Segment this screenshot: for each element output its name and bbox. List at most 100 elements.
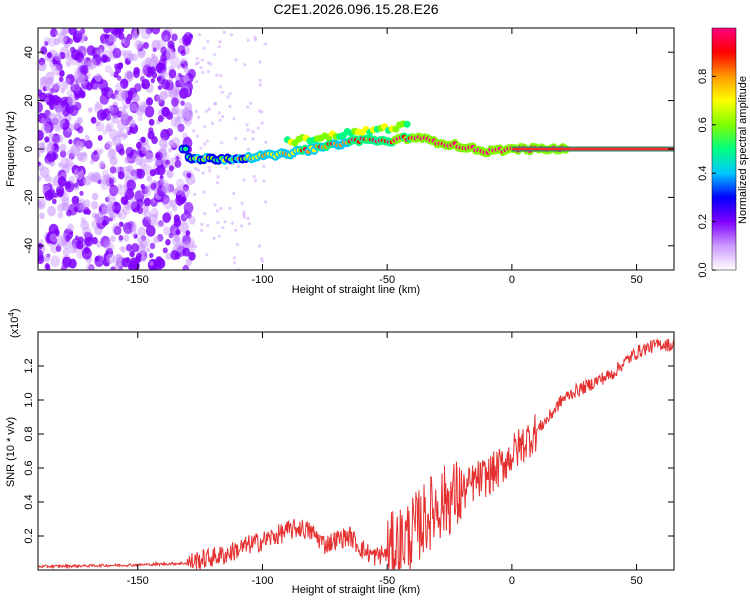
noise-dot [233, 261, 237, 265]
noise-blob [112, 47, 122, 59]
noise-blob [132, 34, 138, 41]
noise-blob [109, 184, 119, 197]
noise-blob [59, 143, 67, 152]
noise-blob [146, 247, 151, 253]
noise-blob [99, 202, 107, 210]
noise-blob [150, 78, 155, 84]
noise-blob [136, 244, 146, 256]
noise-dot [217, 234, 221, 238]
noise-blob [54, 113, 62, 123]
noise-blob [82, 226, 92, 238]
noise-blob [58, 116, 66, 125]
noise-dot [218, 85, 222, 89]
noise-blob [84, 139, 93, 150]
noise-blob [99, 148, 104, 154]
noise-blob [148, 118, 155, 126]
noise-blob [121, 38, 126, 44]
noise-blob [114, 82, 123, 93]
colorbar-ticks: 0.0 0.2 0.4 0.6 0.8 [697, 69, 716, 278]
noise-blob [96, 240, 102, 248]
noise-blob [39, 76, 48, 86]
noise-blob [160, 69, 169, 79]
noise-blob [58, 76, 64, 83]
noise-blob [44, 97, 50, 103]
noise-blob [76, 116, 83, 125]
noise-blob [159, 177, 165, 184]
noise-blob [100, 54, 108, 63]
noise-blob [71, 49, 80, 61]
noise-dot [253, 38, 258, 42]
noise-blob [183, 74, 190, 83]
snr-y-multiplier: (x104) [7, 308, 21, 338]
noise-dot [200, 222, 204, 226]
x-tick-label: -150 [127, 274, 149, 286]
noise-blob [57, 203, 65, 213]
noise-blob [158, 220, 164, 227]
noise-dot [194, 109, 198, 114]
noise-blob [87, 58, 97, 70]
noise-dot [207, 165, 211, 170]
noise-blob [151, 53, 156, 59]
noise-blob [140, 142, 151, 154]
noise-dot [229, 33, 234, 37]
noise-blob [131, 224, 137, 232]
noise-blob [39, 92, 47, 102]
noise-blob [73, 167, 84, 180]
noise-blob [151, 136, 158, 145]
noise-blob [107, 113, 112, 119]
spectrogram-x-ticks: -150 -100 -50 0 50 [127, 28, 643, 286]
noise-dot [203, 212, 207, 216]
noise-blob [163, 226, 171, 236]
noise-dot [232, 191, 236, 196]
noise-dot [195, 80, 199, 84]
y-tick-label: -40 [23, 238, 35, 254]
noise-blob [109, 166, 117, 174]
noise-dot [225, 166, 229, 170]
snr-frame [37, 331, 675, 571]
noise-blob [136, 168, 146, 179]
noise-blob [64, 78, 71, 85]
noise-blob [50, 255, 61, 268]
noise-blob [166, 128, 173, 137]
noise-blob [186, 172, 192, 179]
noise-blob [68, 28, 77, 36]
noise-blob [179, 58, 185, 65]
noise-blob [46, 142, 55, 154]
noise-blob [160, 46, 167, 55]
noise-blob [44, 263, 50, 269]
noise-blob [69, 105, 79, 117]
noise-blob [182, 264, 190, 270]
noise-blob [83, 175, 92, 186]
noise-blob [44, 136, 50, 143]
noise-blob [183, 241, 191, 250]
noise-blob [113, 71, 119, 78]
x-tick-label: -50 [379, 575, 395, 587]
noise-blob [162, 212, 171, 223]
noise-dot [205, 139, 209, 143]
noise-dot [253, 179, 258, 183]
noise-blob [103, 173, 111, 182]
noise-dot [246, 147, 250, 152]
noise-dot [263, 200, 268, 204]
noise-blob [38, 152, 41, 158]
noise-blob [43, 254, 51, 263]
noise-blob [65, 73, 75, 85]
noise-blob [137, 115, 143, 122]
noise-blob [83, 231, 90, 239]
noise-blob [50, 28, 58, 38]
snr-y-label: SNR (10 * v/v) [5, 417, 17, 487]
noise-dot [258, 78, 263, 82]
noise-blob [85, 263, 94, 270]
noise-blob [150, 207, 159, 218]
noise-blob [117, 130, 123, 138]
noise-dot [194, 167, 198, 171]
noise-blob [175, 229, 181, 236]
colorbar: 0.0 0.2 0.4 0.6 0.8 Normalized spectral ampl… [697, 27, 749, 278]
noise-dot [219, 206, 223, 211]
noise-blob [68, 175, 76, 184]
noise-blob [140, 136, 146, 143]
noise-blob [125, 243, 133, 252]
noise-blob [133, 233, 138, 239]
noise-blob [153, 94, 161, 102]
snr-x-ticks: -150 -100 -50 0 50 [127, 332, 643, 587]
